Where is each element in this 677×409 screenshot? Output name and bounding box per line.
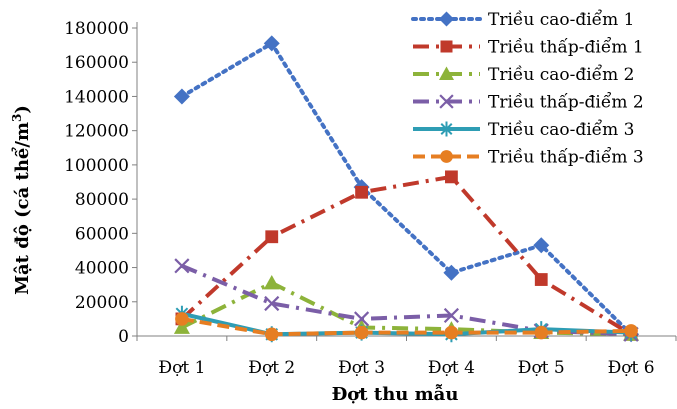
data-point bbox=[175, 312, 189, 326]
x-tick-label: Đợt 1 bbox=[158, 358, 205, 378]
data-point bbox=[443, 264, 460, 281]
data-point bbox=[534, 273, 548, 286]
data-point bbox=[263, 274, 280, 290]
legend-item: Triều thấp-điểm 3 bbox=[413, 148, 644, 168]
series-line bbox=[181, 280, 632, 337]
series-2 bbox=[175, 170, 638, 341]
data-point bbox=[534, 325, 549, 340]
legend-marker bbox=[440, 40, 453, 53]
y-tick-label: 80000 bbox=[75, 190, 129, 210]
y-tick-label: 20000 bbox=[75, 293, 129, 313]
legend: Triều cao-điểm 1 Triều thấp-điểm 1 Triều c… bbox=[411, 10, 644, 168]
y-axis: 0 20000 40000 60000 80000 100000 120000 140000 1… bbox=[64, 19, 138, 347]
y-tick-label: 140000 bbox=[64, 87, 129, 107]
x-tick-label: Đợt 3 bbox=[338, 358, 385, 378]
series-line bbox=[181, 316, 632, 337]
data-point bbox=[264, 295, 280, 312]
data-point bbox=[624, 324, 638, 338]
legend-label: Triều thấp-điểm 1 bbox=[488, 38, 644, 58]
data-point bbox=[265, 230, 279, 244]
x-tick-label: Đợt 4 bbox=[428, 358, 475, 378]
data-point bbox=[533, 237, 550, 254]
legend-item: Triều thấp-điểm 2 bbox=[413, 93, 644, 113]
data-point bbox=[354, 311, 370, 327]
data-point bbox=[264, 327, 279, 342]
y-axis-title: Mật độ (cá thể/m3) bbox=[9, 105, 33, 295]
series-6 bbox=[175, 312, 638, 342]
series-line bbox=[179, 41, 634, 337]
y-tick-label: 120000 bbox=[64, 122, 129, 142]
legend-label: Triều cao-điểm 1 bbox=[488, 10, 634, 30]
legend-item: Triều cao-điểm 2 bbox=[413, 65, 634, 85]
data-point bbox=[174, 258, 190, 274]
y-tick-label: 60000 bbox=[75, 224, 129, 244]
data-point bbox=[263, 35, 280, 52]
legend-marker bbox=[439, 66, 454, 80]
data-point bbox=[173, 319, 190, 334]
data-point bbox=[444, 325, 459, 340]
data-point bbox=[173, 88, 190, 105]
legend-item: Triều cao-điểm 1 bbox=[411, 10, 634, 30]
legend-marker bbox=[440, 121, 453, 137]
y-tick-label: 100000 bbox=[64, 156, 129, 176]
x-axis-title: Đợt thu mẫu bbox=[332, 383, 459, 405]
x-tick-label: Đợt 2 bbox=[248, 358, 295, 378]
y-axis-title-main: Mật độ (cá thể/m bbox=[9, 122, 33, 295]
y-axis-title-sup: 3 bbox=[10, 114, 24, 122]
data-point bbox=[445, 170, 458, 184]
legend-label: Triều cao-điểm 2 bbox=[488, 65, 634, 85]
legend-label: Triều cao-điểm 3 bbox=[488, 120, 634, 140]
series-layer bbox=[173, 35, 640, 343]
y-tick-label: 180000 bbox=[64, 19, 129, 39]
legend-marker bbox=[439, 11, 454, 27]
y-tick-label: 40000 bbox=[75, 259, 129, 279]
y-tick-label: 160000 bbox=[64, 53, 129, 73]
series-line bbox=[180, 174, 633, 336]
legend-marker bbox=[439, 94, 454, 109]
legend-label: Triều thấp-điểm 3 bbox=[488, 148, 644, 168]
x-axis: Đợt 1 Đợt 2 Đợt 3 Đợt 4 Đợt 5 Đợt 6 bbox=[136, 335, 677, 378]
legend-label: Triều thấp-điểm 2 bbox=[488, 93, 644, 113]
y-axis-title-end: ) bbox=[12, 105, 33, 114]
x-tick-label: Đợt 5 bbox=[518, 358, 565, 378]
data-point bbox=[443, 307, 459, 324]
y-tick-label: 0 bbox=[118, 327, 129, 347]
data-point bbox=[355, 185, 368, 199]
legend-item: Triều thấp-điểm 1 bbox=[413, 38, 644, 58]
x-tick-label: Đợt 6 bbox=[608, 358, 655, 378]
series-line bbox=[181, 263, 632, 337]
data-point bbox=[354, 325, 369, 340]
legend-item: Triều cao-điểm 3 bbox=[413, 120, 634, 140]
legend-marker bbox=[440, 150, 453, 163]
